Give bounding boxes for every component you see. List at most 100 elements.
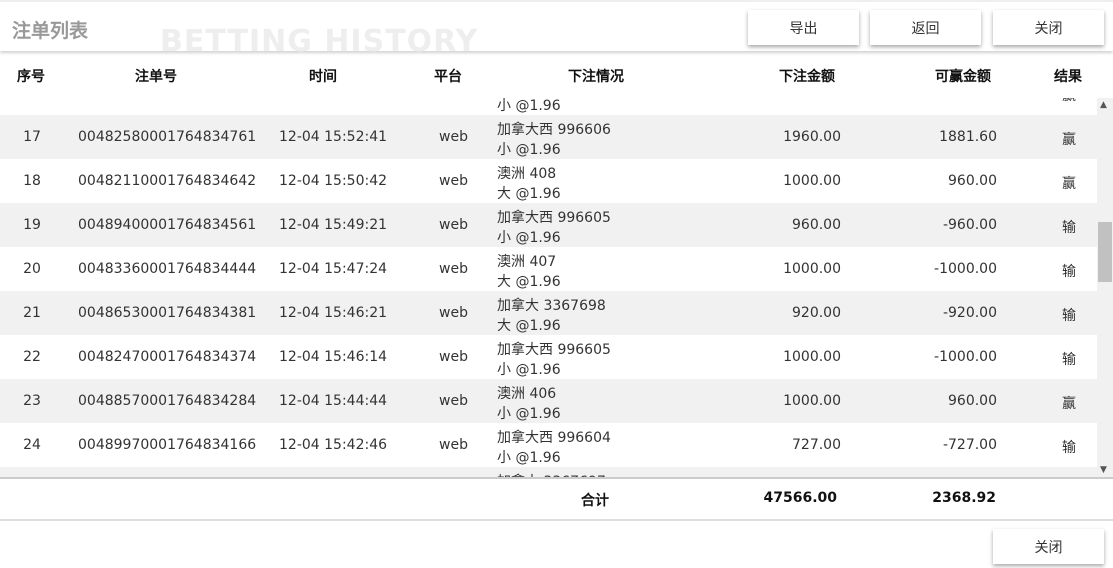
bet-game: 加拿大西 996605 bbox=[497, 210, 611, 226]
scrollbar-thumb[interactable] bbox=[1098, 222, 1112, 282]
export-button[interactable]: 导出 bbox=[748, 10, 859, 45]
platform: web bbox=[439, 349, 468, 365]
bet-pick: 小 @1.96 bbox=[497, 98, 561, 114]
footer-close-button[interactable]: 关闭 bbox=[993, 529, 1104, 564]
bet-id: 00489970001764834166 bbox=[78, 437, 257, 453]
platform: web bbox=[439, 393, 468, 409]
bet-id: 00488570001764834284 bbox=[78, 393, 257, 409]
win-amount: -727.00 bbox=[942, 437, 997, 453]
table-header: 序号 注单号 时间 平台 下注情况 下注金额 可赢金额 结果 bbox=[0, 52, 1113, 98]
row-index: 20 bbox=[23, 261, 41, 277]
table-row: 22 00482470001764834374 12-04 15:46:14 web 加… bbox=[0, 335, 1097, 379]
platform: web bbox=[439, 129, 468, 145]
bet-pick: 小 @1.96 bbox=[497, 142, 561, 158]
bet-amount: 1000.00 bbox=[783, 393, 841, 409]
bet-pick: 大 @1.96 bbox=[497, 318, 561, 334]
back-button[interactable]: 返回 bbox=[870, 10, 981, 45]
row-index: 22 bbox=[23, 349, 41, 365]
col-bet-id: 注单号 bbox=[135, 69, 177, 85]
table-row: 17 00482580001764834761 12-04 15:52:41 web 加… bbox=[0, 115, 1097, 159]
bet-game: 加拿大 3367697 bbox=[497, 471, 606, 477]
col-index: 序号 bbox=[17, 69, 45, 85]
bet-amount: 1000.00 bbox=[783, 173, 841, 189]
totals-win: 2368.92 bbox=[932, 490, 996, 506]
win-amount: 1881.60 bbox=[939, 129, 997, 145]
table-row: 16 00485090001764834941 12-04 15:55:41 web 小… bbox=[0, 98, 1097, 115]
win-amount: 960.00 bbox=[948, 173, 997, 189]
bet-pick: 小 @1.96 bbox=[497, 362, 561, 378]
bet-id: 00489400001764834561 bbox=[78, 217, 257, 233]
table-row: 23 00488570001764834284 12-04 15:44:44 web 澳… bbox=[0, 379, 1097, 423]
bet-time: 12-04 15:44:44 bbox=[279, 393, 388, 409]
bet-time: 12-04 15:49:21 bbox=[279, 217, 388, 233]
bet-game: 澳洲 407 bbox=[497, 254, 557, 270]
row-index: 16 bbox=[0, 98, 64, 101]
bet-id: 00485090001764834941 bbox=[78, 98, 256, 101]
bet-amount: 1000.00 bbox=[783, 349, 841, 365]
page-title: 注单列表 bbox=[12, 20, 89, 42]
win-amount: -1000.00 bbox=[934, 349, 997, 365]
win-amount: -960.00 bbox=[942, 217, 997, 233]
scroll-down-icon[interactable]: ▼ bbox=[1100, 465, 1107, 475]
bet-pick: 小 @1.96 bbox=[497, 450, 561, 466]
platform: web bbox=[420, 98, 468, 101]
bet-game: 加拿大西 996605 bbox=[497, 342, 611, 358]
totals-label: 合计 bbox=[581, 493, 609, 509]
totals-amount: 47566.00 bbox=[763, 490, 837, 506]
result: 赢 bbox=[1062, 132, 1076, 148]
bet-time: 12-04 15:46:14 bbox=[279, 349, 388, 365]
bet-game: 澳洲 408 bbox=[497, 166, 557, 182]
bet-amount: 727.00 bbox=[792, 437, 841, 453]
win-amount: -1000.00 bbox=[934, 261, 997, 277]
result: 输 bbox=[1062, 440, 1076, 456]
result: 赢 bbox=[1040, 98, 1097, 105]
row-index: 23 bbox=[23, 393, 41, 409]
col-time: 时间 bbox=[309, 69, 337, 85]
bet-time: 12-04 15:52:41 bbox=[279, 129, 388, 145]
bet-amount: 1000.00 bbox=[783, 98, 841, 101]
row-index: 24 bbox=[23, 437, 41, 453]
col-win-amount: 可赢金额 bbox=[935, 69, 991, 85]
bet-id: 00482580001764834761 bbox=[78, 129, 257, 145]
win-amount: 960.00 bbox=[948, 98, 997, 101]
bet-amount: 1000.00 bbox=[783, 261, 841, 277]
win-amount: -920.00 bbox=[942, 305, 997, 321]
bet-id: 00486530001764834381 bbox=[78, 305, 257, 321]
result: 输 bbox=[1062, 352, 1076, 368]
bet-time: 12-04 15:46:21 bbox=[279, 305, 388, 321]
bet-amount: 920.00 bbox=[792, 305, 841, 321]
table-row: 24 00489970001764834166 12-04 15:42:46 web 加… bbox=[0, 423, 1097, 467]
scrollbar[interactable]: ▲ ▼ bbox=[1097, 98, 1113, 477]
platform: web bbox=[439, 217, 468, 233]
watermark: BETTING HISTORY bbox=[160, 24, 479, 59]
table-row: 18 00482110001764834642 12-04 15:50:42 web 澳… bbox=[0, 159, 1097, 203]
bet-id: 00483360001764834444 bbox=[78, 261, 257, 277]
scroll-up-icon[interactable]: ▲ bbox=[1100, 100, 1107, 110]
col-platform: 平台 bbox=[434, 69, 462, 85]
bet-time: 12-04 15:47:24 bbox=[279, 261, 388, 277]
bet-game: 加拿大西 996606 bbox=[497, 122, 611, 138]
bet-amount: 1960.00 bbox=[783, 129, 841, 145]
result: 输 bbox=[1062, 264, 1076, 280]
table-body: 16 00485090001764834941 12-04 15:55:41 web 小… bbox=[0, 98, 1097, 477]
totals-row: 合计 47566.00 2368.92 bbox=[0, 477, 1113, 521]
bet-pick: 大 @1.96 bbox=[497, 186, 561, 202]
close-button[interactable]: 关闭 bbox=[993, 10, 1104, 45]
bet-pick: 小 @1.96 bbox=[497, 406, 561, 422]
bet-game: 加拿大西 996604 bbox=[497, 430, 611, 446]
row-index: 17 bbox=[23, 129, 41, 145]
platform: web bbox=[439, 437, 468, 453]
table-row: 21 00486530001764834381 12-04 15:46:21 web 加… bbox=[0, 291, 1097, 335]
col-bet-detail: 下注情况 bbox=[568, 69, 624, 85]
bet-time: 12-04 15:55:41 bbox=[279, 98, 387, 101]
top-bar: 注单列表 BETTING HISTORY 导出 返回 关闭 bbox=[0, 0, 1113, 59]
bet-game: 加拿大 3367698 bbox=[497, 298, 606, 314]
bet-id: 00482470001764834374 bbox=[78, 349, 257, 365]
table-row: 19 00489400001764834561 12-04 15:49:21 web 加… bbox=[0, 203, 1097, 247]
row-index: 19 bbox=[23, 217, 41, 233]
platform: web bbox=[439, 305, 468, 321]
bet-pick: 大 @1.96 bbox=[497, 274, 561, 290]
bet-id: 00482110001764834642 bbox=[78, 173, 257, 189]
result: 输 bbox=[1062, 308, 1076, 324]
table-row: 20 00483360001764834444 12-04 15:47:24 web 澳… bbox=[0, 247, 1097, 291]
